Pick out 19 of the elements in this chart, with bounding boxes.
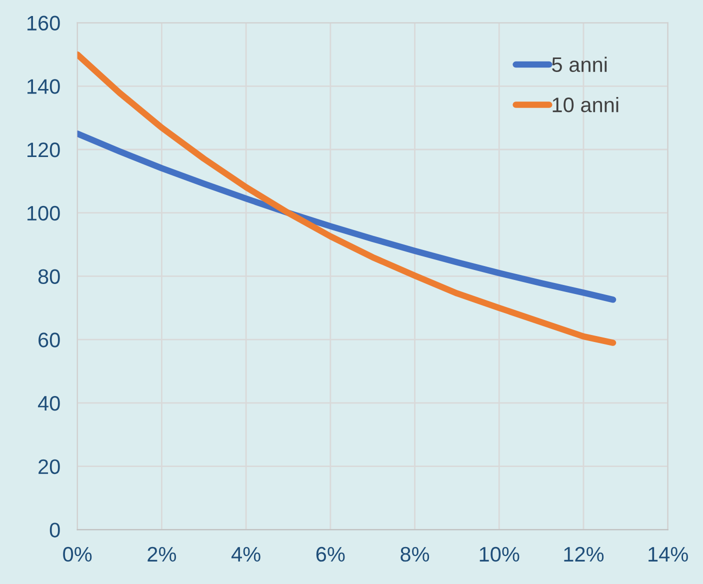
x-tick-label: 10% bbox=[480, 546, 520, 562]
x-tick-label: 2% bbox=[148, 546, 176, 562]
x-tick-label: 4% bbox=[231, 546, 260, 562]
legend-label: 5 anni bbox=[552, 56, 607, 72]
y-tick-label: 60 bbox=[38, 332, 60, 348]
x-tick-label: 6% bbox=[316, 546, 345, 562]
y-tick-label: 0 bbox=[50, 522, 60, 538]
x-tick-label: 0% bbox=[63, 546, 92, 562]
x-tick-label: 8% bbox=[400, 546, 430, 562]
legend-label: 10 anni bbox=[552, 96, 618, 112]
y-tick-label: 40 bbox=[38, 396, 60, 411]
y-tick-label: 140 bbox=[27, 79, 60, 94]
y-tick-label: 160 bbox=[27, 16, 60, 31]
x-tick-label: 12% bbox=[564, 546, 604, 562]
y-tick-label: 20 bbox=[38, 459, 60, 474]
x-tick-label: 14% bbox=[648, 546, 688, 562]
y-tick-label: 120 bbox=[27, 142, 60, 158]
y-tick-label: 80 bbox=[38, 269, 60, 284]
y-tick-label: 100 bbox=[27, 206, 60, 221]
